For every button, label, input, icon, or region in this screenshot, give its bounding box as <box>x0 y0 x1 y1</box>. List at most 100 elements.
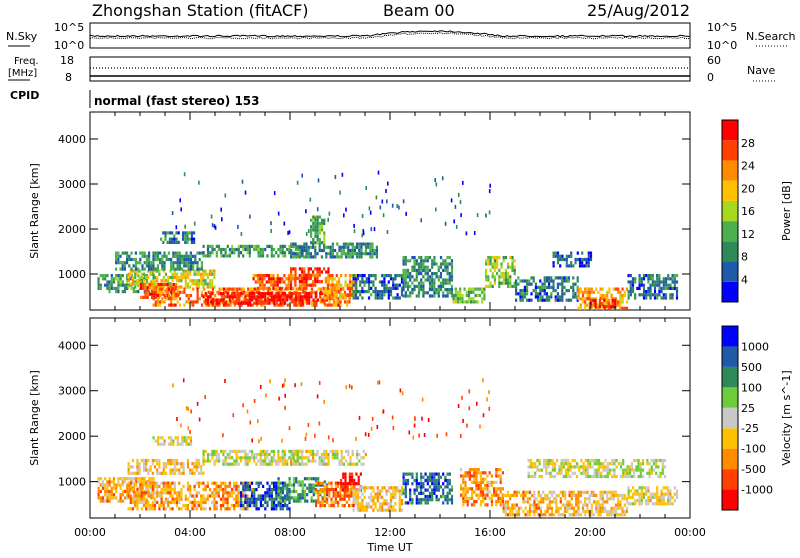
data-cell <box>489 481 491 484</box>
data-cell <box>580 513 582 516</box>
data-cell <box>622 294 624 297</box>
data-cell <box>297 500 299 503</box>
data-cell <box>464 471 466 474</box>
colorbar-label: Power [dB] <box>780 181 793 241</box>
data-cell <box>572 465 574 468</box>
data-cell <box>665 280 667 283</box>
data-cell <box>347 284 349 287</box>
data-cell <box>442 262 444 265</box>
data-cell <box>599 302 601 305</box>
data-cell <box>431 285 433 288</box>
data-cell <box>224 482 226 485</box>
data-cell <box>363 450 365 453</box>
data-cell <box>418 498 420 501</box>
data-cell <box>511 262 513 265</box>
data-cell <box>438 269 440 272</box>
data-cell <box>447 482 449 485</box>
data-cell <box>584 513 586 516</box>
data-cell <box>497 500 499 503</box>
data-cell <box>528 465 530 468</box>
data-cell <box>569 469 571 472</box>
data-cell <box>225 251 227 254</box>
data-cell <box>124 287 126 290</box>
data-cell <box>324 480 326 483</box>
data-cell <box>249 251 251 254</box>
data-cell <box>315 295 317 298</box>
data-cell <box>507 285 509 288</box>
data-cell <box>147 469 149 472</box>
data-cell <box>133 477 135 480</box>
data-cell <box>594 462 596 465</box>
data-cell <box>647 287 649 290</box>
data-cell <box>489 497 491 500</box>
data-cell <box>259 280 261 283</box>
data-cell <box>571 494 573 497</box>
data-cell <box>422 492 424 495</box>
data-cell <box>313 484 315 487</box>
data-cell <box>498 285 500 288</box>
data-cell <box>150 491 152 494</box>
data-cell <box>583 258 585 261</box>
data-cell <box>271 248 273 251</box>
data-cell <box>211 282 213 285</box>
data-cell <box>224 498 226 501</box>
data-cell <box>489 262 491 265</box>
data-cell <box>570 299 572 302</box>
data-cell <box>260 501 262 504</box>
data-cell <box>242 245 244 248</box>
data-cell <box>147 296 149 299</box>
data-cell <box>392 296 394 299</box>
data-cell <box>339 491 341 494</box>
data-cell <box>533 491 535 494</box>
colorbar-swatch <box>722 262 738 282</box>
data-cell <box>145 276 147 279</box>
data-cell <box>464 288 466 291</box>
data-cell <box>199 258 201 261</box>
data-cell <box>310 295 312 298</box>
data-cell <box>145 491 147 494</box>
data-cell <box>639 496 641 499</box>
data-cell <box>582 504 584 507</box>
data-cell <box>236 302 238 305</box>
data-cell <box>481 291 483 294</box>
data-cell <box>632 284 634 287</box>
freq-unit-label: [MHz] <box>8 68 37 79</box>
data-cell <box>315 504 317 507</box>
data-cell <box>106 493 108 496</box>
data-cell <box>667 287 669 290</box>
data-cell <box>564 507 566 510</box>
data-cell <box>567 475 569 478</box>
data-cell <box>297 459 299 462</box>
data-cell <box>338 246 340 249</box>
data-cell <box>207 251 209 254</box>
data-cell <box>379 296 381 299</box>
data-cell <box>477 294 479 297</box>
data-cell <box>264 284 266 287</box>
data-cell <box>368 296 370 299</box>
data-cell <box>588 255 590 258</box>
y-tick-label: 2000 <box>58 223 86 236</box>
data-cell <box>241 232 243 236</box>
data-cell <box>505 504 507 507</box>
data-cell <box>549 491 551 494</box>
data-cell <box>301 459 303 462</box>
data-cell <box>117 258 119 261</box>
data-cell <box>272 274 274 277</box>
data-cell <box>231 456 233 459</box>
data-cell <box>595 500 597 503</box>
data-cell <box>641 277 643 280</box>
data-cell <box>183 273 185 276</box>
data-cell <box>566 504 568 507</box>
data-cell <box>567 472 569 475</box>
data-cell <box>379 290 381 293</box>
data-cell <box>336 255 338 258</box>
data-cell <box>572 286 574 289</box>
data-cell <box>509 282 511 285</box>
data-cell <box>498 282 500 285</box>
data-cell <box>170 268 172 271</box>
data-cell <box>500 503 502 506</box>
data-cell <box>122 264 124 267</box>
data-cell <box>184 238 186 241</box>
data-cell <box>284 254 286 257</box>
data-cell <box>517 292 519 295</box>
